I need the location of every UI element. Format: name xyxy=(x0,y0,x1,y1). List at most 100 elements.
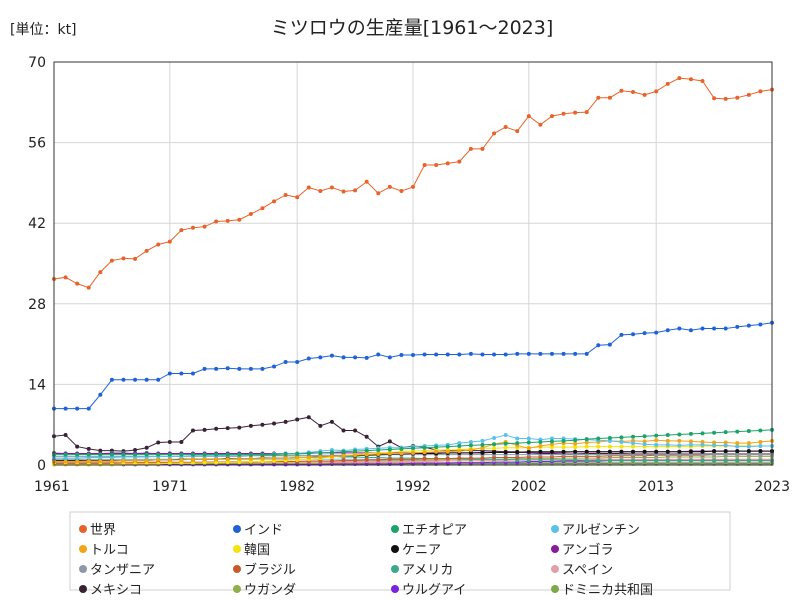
legend-item: アルゼンチン xyxy=(551,523,640,538)
data-point xyxy=(387,355,392,360)
legend-marker xyxy=(551,585,559,593)
data-point xyxy=(167,457,172,462)
data-point xyxy=(688,458,693,463)
data-point xyxy=(735,441,740,446)
data-point xyxy=(503,433,508,438)
data-point xyxy=(411,446,415,451)
data-point xyxy=(202,452,207,457)
data-point xyxy=(156,440,161,445)
y-tick-label: 28 xyxy=(28,297,46,313)
data-point xyxy=(445,161,450,166)
data-point xyxy=(98,455,103,460)
data-point xyxy=(341,428,346,433)
data-point xyxy=(596,452,601,457)
data-point xyxy=(190,428,195,433)
data-point xyxy=(329,419,334,424)
data-point xyxy=(503,445,508,450)
data-point xyxy=(237,425,242,430)
data-point xyxy=(399,353,404,358)
data-point xyxy=(237,366,242,371)
data-point xyxy=(434,456,439,461)
data-point xyxy=(480,146,485,151)
legend-marker xyxy=(233,565,241,573)
data-point xyxy=(376,457,381,462)
data-point xyxy=(549,457,554,462)
data-point xyxy=(75,459,80,464)
data-point xyxy=(607,458,612,463)
data-point xyxy=(457,159,462,164)
data-point xyxy=(63,452,68,457)
data-point xyxy=(573,351,578,356)
data-point xyxy=(573,445,578,450)
data-point xyxy=(109,458,114,463)
data-point xyxy=(341,449,346,454)
data-point xyxy=(341,189,346,194)
data-point xyxy=(642,458,647,463)
legend-label: アメリカ xyxy=(402,563,453,578)
data-point xyxy=(144,248,149,253)
data-point xyxy=(619,444,624,449)
data-point xyxy=(353,188,358,193)
data-point xyxy=(179,452,184,457)
data-point xyxy=(225,366,230,371)
data-point xyxy=(248,456,253,461)
data-point xyxy=(492,446,497,451)
data-point xyxy=(526,351,531,356)
data-point xyxy=(492,352,497,357)
legend-marker xyxy=(79,585,87,593)
legend-label: ウルグアイ xyxy=(402,583,466,598)
x-tick-label: 1982 xyxy=(279,479,315,495)
data-point xyxy=(260,422,265,427)
data-point xyxy=(619,449,624,454)
data-point xyxy=(445,444,450,449)
data-point xyxy=(283,359,288,364)
data-point xyxy=(353,355,358,360)
data-point xyxy=(179,228,184,233)
data-point xyxy=(248,366,253,371)
data-point xyxy=(700,431,705,436)
data-point xyxy=(735,324,740,329)
data-point xyxy=(86,462,91,467)
data-point xyxy=(607,444,612,449)
data-point xyxy=(607,435,612,440)
legend-marker xyxy=(551,545,559,553)
data-point xyxy=(318,355,323,360)
data-point xyxy=(121,256,126,261)
data-point xyxy=(457,456,462,461)
data-point xyxy=(584,437,589,442)
data-point xyxy=(677,452,682,457)
data-point xyxy=(480,352,485,357)
data-point xyxy=(411,353,415,358)
legend-item: メキシコ xyxy=(79,583,142,598)
data-point xyxy=(63,456,68,461)
data-point xyxy=(492,450,497,455)
data-point xyxy=(214,457,219,462)
data-point xyxy=(306,185,311,190)
data-point xyxy=(631,452,636,457)
data-point xyxy=(295,359,300,364)
data-point xyxy=(225,452,230,457)
y-tick-label: 70 xyxy=(28,55,46,71)
data-point xyxy=(86,452,91,457)
data-point xyxy=(387,451,392,456)
data-point xyxy=(133,377,138,382)
data-point xyxy=(156,242,161,247)
data-point xyxy=(688,77,693,82)
data-point xyxy=(723,96,728,101)
data-point xyxy=(399,457,404,462)
data-point xyxy=(329,458,334,463)
legend-marker xyxy=(233,525,241,533)
legend-label: ドミニカ共和国 xyxy=(562,583,653,598)
data-point xyxy=(63,406,68,411)
data-point xyxy=(376,448,381,453)
data-point xyxy=(700,326,705,331)
data-point xyxy=(700,79,705,83)
data-point xyxy=(492,131,497,136)
chart-title: ミツロウの生産量[1961〜2023] xyxy=(271,17,554,39)
data-point xyxy=(503,455,508,460)
data-point xyxy=(654,330,659,335)
legend-item: エチオピア xyxy=(391,523,467,538)
data-point xyxy=(515,455,520,460)
data-point xyxy=(538,449,543,454)
y-axis-ticks: 0 14 28 42 56 70 xyxy=(28,55,46,474)
